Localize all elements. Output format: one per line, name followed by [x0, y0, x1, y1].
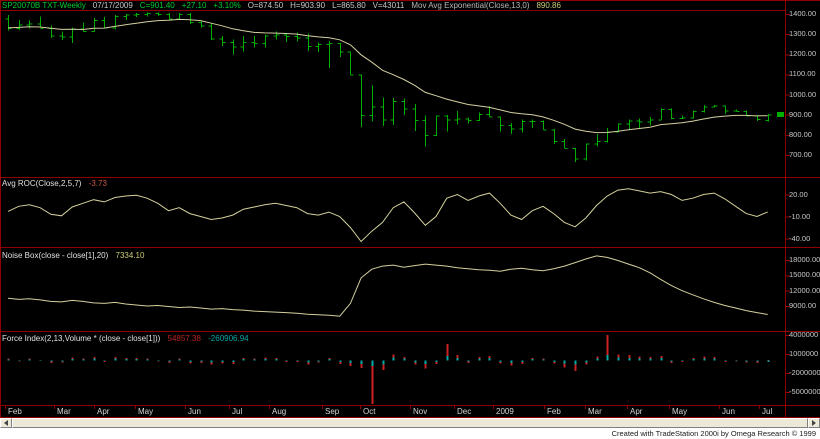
scrollbar-thumb[interactable] — [12, 418, 808, 428]
scroll-left-button[interactable] — [0, 418, 12, 428]
scroll-left-icon — [4, 420, 8, 426]
credit-text: Created with TradeStation 2000i by Omega… — [0, 428, 820, 439]
scroll-right-icon — [812, 420, 816, 426]
horizontal-scrollbar[interactable] — [0, 418, 820, 428]
scroll-right-button[interactable] — [808, 418, 820, 428]
